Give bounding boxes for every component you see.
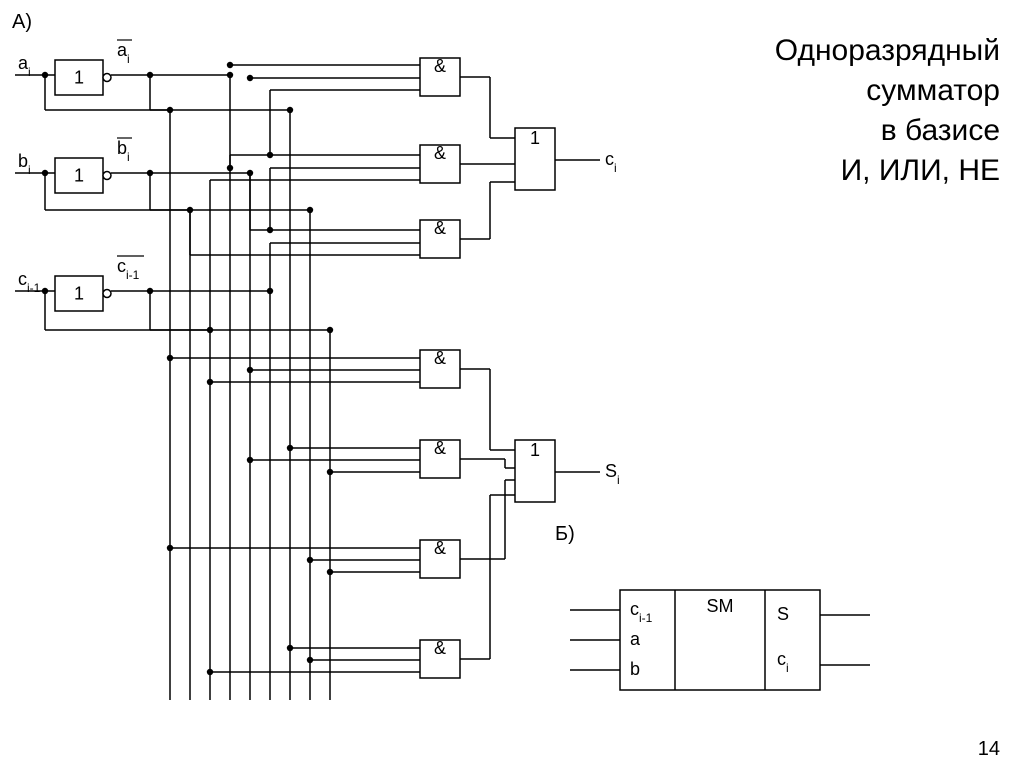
svg-text:Si: Si [605, 461, 620, 487]
svg-text:Одноразрядный: Одноразрядный [775, 34, 1000, 67]
svg-text:&: & [434, 538, 446, 558]
svg-text:S: S [777, 604, 789, 624]
svg-text:А): А) [12, 11, 32, 33]
svg-text:Б): Б) [555, 523, 575, 545]
svg-text:1: 1 [74, 68, 84, 88]
svg-text:b: b [630, 659, 640, 679]
svg-text:сумматор: сумматор [866, 74, 1000, 107]
svg-text:bi: bi [117, 138, 130, 164]
svg-text:&: & [434, 56, 446, 76]
svg-text:И, ИЛИ, НЕ: И, ИЛИ, НЕ [841, 154, 1000, 187]
svg-text:1: 1 [530, 128, 540, 148]
circuit-diagram: 1ai1bi1ci-1&&&&&&&1ci1Siaibici-1А)Б)Одно… [0, 0, 1024, 767]
svg-text:&: & [434, 218, 446, 238]
svg-text:ai: ai [117, 40, 130, 66]
svg-text:1: 1 [530, 440, 540, 460]
svg-text:1: 1 [74, 166, 84, 186]
svg-text:ci-1: ci-1 [117, 256, 140, 282]
svg-text:ci: ci [605, 149, 617, 175]
svg-text:&: & [434, 348, 446, 368]
svg-text:SM: SM [707, 596, 734, 616]
svg-text:14: 14 [978, 738, 1000, 760]
svg-text:a: a [630, 629, 641, 649]
svg-text:&: & [434, 438, 446, 458]
svg-text:в базисе: в базисе [881, 114, 1000, 147]
svg-text:&: & [434, 143, 446, 163]
svg-text:&: & [434, 638, 446, 658]
svg-text:1: 1 [74, 284, 84, 304]
